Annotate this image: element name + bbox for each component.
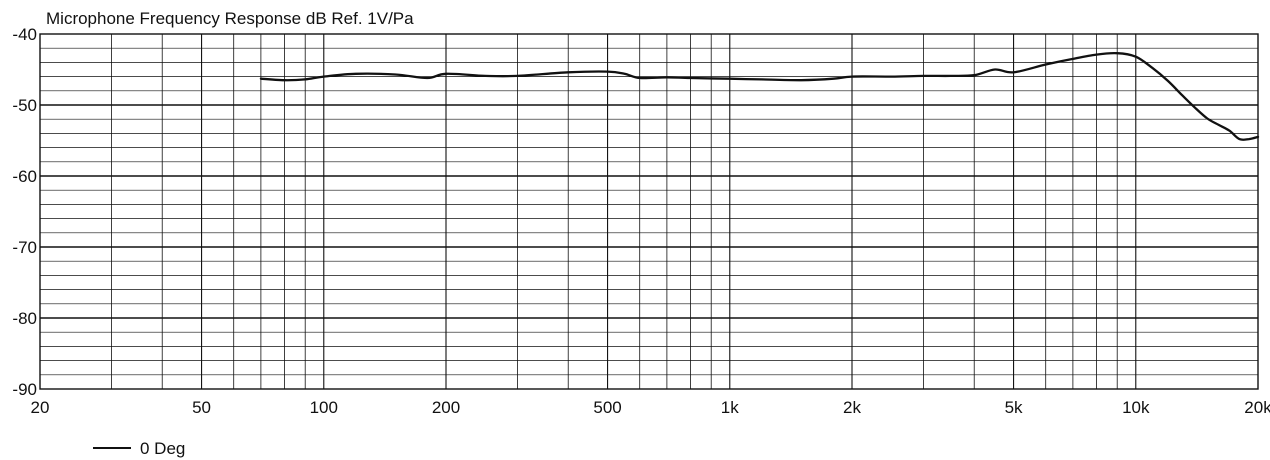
grid-lines [40,34,1258,389]
y-tick-label: -80 [12,309,37,328]
x-tick-labels: 20 50 100 200 500 1k 2k 5k 10k 20k [31,398,1270,417]
x-tick-label: 10k [1122,398,1150,417]
plot-frame [39,33,1259,390]
x-tick-label: 50 [192,398,211,417]
x-tick-label: 5k [1005,398,1023,417]
series-line-0-deg [259,51,1260,141]
y-tick-label: -70 [12,238,37,257]
x-tick-label: 20 [31,398,50,417]
y-tick-label: -60 [12,167,37,186]
legend: 0 Deg [93,439,185,458]
x-tick-label: 20k [1244,398,1270,417]
x-tick-label: 500 [593,398,621,417]
x-tick-label: 1k [721,398,739,417]
y-tick-label: -40 [12,25,37,44]
y-tick-label: -50 [12,96,37,115]
chart-title: Microphone Frequency Response dB Ref. 1V… [46,9,414,28]
y-tick-label: -90 [12,380,37,399]
series-layer [259,51,1260,141]
y-tick-labels: -40 -50 -60 -70 -80 -90 [12,25,37,399]
x-tick-label: 200 [432,398,460,417]
x-tick-label: 100 [310,398,338,417]
legend-label: 0 Deg [140,439,185,458]
x-tick-label: 2k [843,398,861,417]
